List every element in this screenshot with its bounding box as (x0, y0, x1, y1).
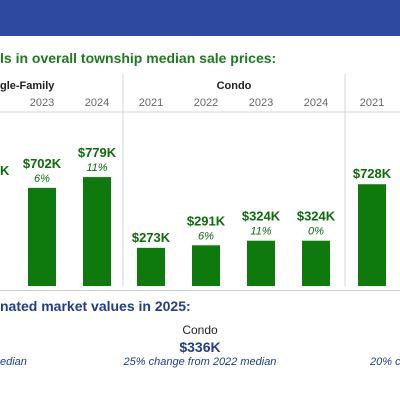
value-label: $324K (242, 209, 281, 224)
bar (358, 184, 386, 286)
center-note: 25% change from 2022 median (123, 356, 277, 368)
year-tick-label: 2023 (30, 97, 54, 109)
value-label: $291K (187, 213, 226, 228)
right-note: 20% c (370, 356, 400, 368)
bar (247, 240, 275, 286)
condo-market-label: Condo (182, 323, 218, 337)
year-tick-label: 2023 (249, 97, 273, 109)
value-label: $728K (353, 166, 392, 181)
value-label: $779K (78, 145, 117, 160)
change-label: 6% (198, 230, 214, 242)
year-tick-label: 2022 (194, 97, 218, 109)
bar (137, 247, 165, 286)
bar (83, 177, 111, 286)
change-label: 6% (34, 173, 50, 185)
bar (192, 245, 220, 286)
market-values-heading: nated market values in 2025: (0, 298, 191, 314)
panel-title: Condo (217, 80, 252, 92)
year-tick-label: 2021 (139, 97, 163, 109)
change-label: 0% (308, 226, 324, 238)
divider-line (0, 290, 400, 291)
value-label: $273K (132, 230, 171, 245)
year-tick-label: 2021 (360, 97, 384, 109)
trends-heading: ls in overall township median sale price… (0, 50, 277, 66)
year-tick-label: 2024 (85, 97, 109, 109)
bar (302, 240, 330, 286)
value-label: $702K (23, 156, 62, 171)
change-label: 11% (86, 162, 107, 174)
clipped-value-label: K (0, 163, 10, 178)
change-label: 11% (250, 226, 271, 238)
title-bar (0, 0, 400, 36)
bar (28, 187, 56, 286)
condo-market-value: $336K (179, 339, 221, 355)
panel-title: gle-Family (0, 80, 55, 92)
value-label: $324K (297, 209, 336, 224)
left-note: edian (0, 356, 27, 368)
year-tick-label: 2024 (304, 97, 328, 109)
